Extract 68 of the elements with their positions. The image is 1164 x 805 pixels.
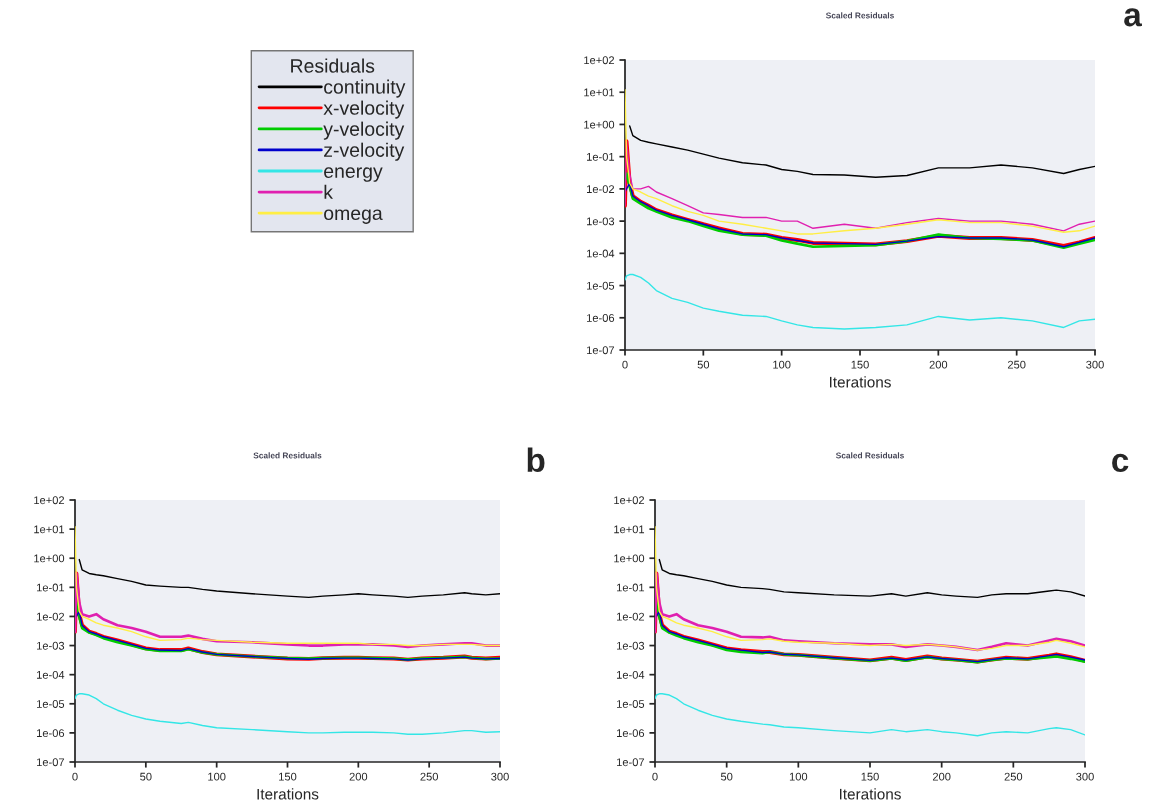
y-tick-label: 1e+00: [34, 554, 65, 563]
y-tick-label: 1e-07: [37, 758, 65, 767]
x-tick-label: 200: [932, 772, 951, 781]
y-tick-label: 1e-03: [617, 641, 645, 650]
x-axis-title: Iterations: [829, 376, 891, 388]
x-tick-label: 300: [491, 772, 509, 781]
x-tick-label: 100: [773, 360, 791, 369]
y-tick-label: 1e-05: [587, 281, 615, 290]
x-tick-label: 200: [349, 772, 368, 781]
y-tick-label: 1e+01: [34, 525, 65, 534]
y-tick-label: 1e+01: [584, 88, 615, 97]
y-tick-label: 1e+02: [584, 56, 615, 65]
y-tick-label: 1e-02: [37, 612, 65, 621]
x-tick-label: 0: [72, 772, 78, 781]
x-tick-label: 0: [622, 360, 628, 369]
y-tick-label: 1e-01: [617, 583, 645, 592]
x-tick-label: 100: [208, 772, 226, 781]
y-tick-label: 1e-06: [617, 729, 645, 738]
x-axis-title: Iterations: [257, 788, 319, 800]
x-tick-label: 150: [851, 360, 869, 369]
legend-label: omega: [324, 209, 383, 224]
y-tick-label: 1e-04: [587, 249, 615, 258]
legend-label: y-velocity: [323, 121, 405, 140]
y-tick-label: 1e-07: [587, 346, 615, 355]
x-tick-label: 250: [1004, 772, 1023, 781]
y-tick-label: 1e+01: [614, 525, 645, 534]
y-tick-label: 1e-02: [617, 612, 645, 621]
x-tick-label: 50: [697, 360, 710, 369]
x-tick-label: 200: [929, 360, 948, 369]
y-tick-label: 1e-04: [37, 670, 65, 679]
x-tick-label: 150: [861, 772, 879, 781]
legend-label: continuity: [324, 79, 406, 98]
y-tick-label: 1e-05: [617, 700, 645, 708]
legend-title: Residuals: [291, 58, 375, 73]
y-tick-label: 1e-05: [37, 700, 65, 708]
y-tick-label: 1e-06: [37, 729, 65, 738]
chart-title: Scaled Residuals: [253, 452, 322, 459]
x-tick-label: 0: [652, 772, 658, 781]
text: b: [527, 447, 545, 473]
y-tick-label: 1e+00: [614, 554, 645, 563]
y-tick-label: 1e-03: [37, 641, 65, 650]
chart-title: Scaled Residuals: [835, 452, 904, 459]
text: a: [1124, 8, 1142, 27]
y-tick-label: 1e-06: [587, 314, 615, 322]
legend-label: energy: [324, 167, 383, 182]
y-tick-label: 1e+02: [34, 496, 65, 505]
y-tick-label: 1e-03: [587, 217, 615, 226]
y-tick-label: 1e-07: [617, 758, 645, 767]
x-tick-label: 250: [1007, 360, 1026, 369]
x-tick-label: 250: [420, 772, 438, 781]
legend-label: x-velocity: [323, 100, 405, 119]
y-tick-label: 1e+00: [584, 120, 615, 129]
y-tick-label: 1e-01: [37, 583, 65, 592]
y-tick-label: 1e-02: [587, 185, 615, 194]
x-tick-label: 300: [1076, 772, 1094, 781]
x-tick-label: 150: [279, 772, 297, 781]
chart-title: Scaled Residuals: [825, 12, 894, 19]
y-tick-label: 1e-01: [587, 152, 615, 161]
legend-label: k: [324, 184, 334, 199]
x-tick-label: 300: [1086, 360, 1104, 369]
text: c: [1112, 453, 1129, 473]
legend-label: z-velocity: [324, 142, 405, 161]
y-tick-label: 1e+02: [614, 496, 645, 505]
y-tick-label: 1e-04: [617, 670, 645, 679]
x-axis-title: Iterations: [839, 788, 901, 800]
x-tick-label: 50: [720, 772, 733, 781]
x-tick-label: 50: [140, 772, 152, 781]
x-tick-label: 100: [789, 772, 808, 781]
